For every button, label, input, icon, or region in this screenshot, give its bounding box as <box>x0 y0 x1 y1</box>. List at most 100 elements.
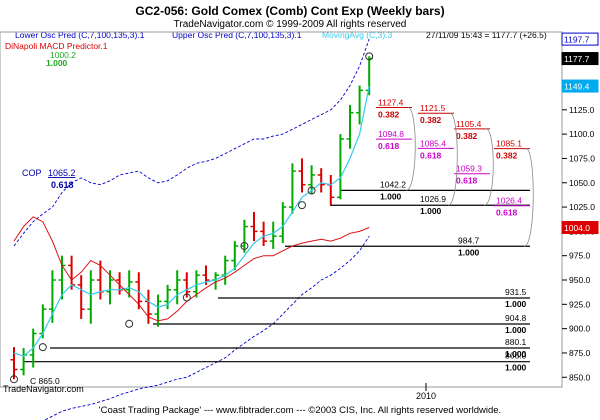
macd-predictor-line <box>13 216 370 322</box>
fib-red-price: 1127.4 <box>378 97 404 107</box>
x-axis-label: 2010 <box>416 391 436 401</box>
price-tag-last: 1177.7 <box>564 54 590 64</box>
price-tag-upper: 1197.7 <box>564 35 590 45</box>
fib-red-ratio: 0.382 <box>456 131 478 141</box>
fib-magenta-price: 1085.4 <box>420 138 446 148</box>
legend-upper-osc: Upper Osc Pred (C,7,100,135,3).1 <box>172 30 302 40</box>
price-bar <box>250 211 258 242</box>
pivot-marker <box>298 201 306 210</box>
price-bar <box>356 85 364 125</box>
chart-title: GC2-056: Gold Comex (Comb) Cont Exp (Wee… <box>135 4 444 18</box>
price-bar <box>125 270 133 298</box>
y-tick-label: 850.0 <box>569 372 591 382</box>
watermark: TradeNavigator.com <box>3 384 84 394</box>
footer-text: 'Coast Trading Package' --- www.fibtrade… <box>99 405 501 416</box>
fib-projections: 1127.4 0.382 1121.5 0.382 1105.4 0.382 1085.1 0… <box>376 97 534 247</box>
y-tick-label: 975.0 <box>569 251 591 261</box>
level-ratio: 1.000 <box>505 349 527 359</box>
fib-red-ratio: 0.382 <box>420 115 442 125</box>
price-bars <box>10 56 373 380</box>
price-tag-bg <box>561 52 599 66</box>
price-bar <box>231 241 239 271</box>
copyright-notice: TradeNavigator.com © 1999-2009 All right… <box>174 19 407 30</box>
level-price: 904.8 <box>505 313 527 323</box>
y-tick-label: 900.0 <box>569 324 591 334</box>
price-bar <box>240 219 248 253</box>
y-tick-label: 875.0 <box>569 348 591 358</box>
top-pred-ratio: 1.000 <box>46 58 68 68</box>
price-bar <box>135 272 143 310</box>
moving-avg-line <box>13 85 370 357</box>
price-tag-bg <box>561 32 599 46</box>
price-bar <box>327 174 335 206</box>
price-bar <box>183 272 191 298</box>
y-tick-label: 1100.0 <box>569 129 595 139</box>
price-bar <box>279 202 287 244</box>
price-bar <box>154 294 162 327</box>
pivot-marker <box>125 319 134 328</box>
level-price: 931.5 <box>505 287 527 297</box>
level-ratio: 1.000 <box>420 206 442 216</box>
y-tick-label: 1025.0 <box>569 202 595 212</box>
oscillator-bands <box>13 38 370 420</box>
fib-red-price: 1121.5 <box>420 103 446 113</box>
level-ratio: 1.000 <box>458 247 480 257</box>
level-ratio: 1.000 <box>505 325 527 335</box>
price-bar <box>96 260 104 300</box>
fib-red-price: 1085.1 <box>496 139 522 149</box>
price-bar <box>269 221 277 249</box>
fib-magenta-ratio: 0.618 <box>456 176 478 186</box>
fib-bracket <box>523 148 534 247</box>
fib-magenta-ratio: 0.618 <box>378 141 400 151</box>
lower-osc-band <box>43 235 370 420</box>
price-bar <box>336 134 344 200</box>
price-bar <box>77 275 85 319</box>
price-bar <box>173 270 181 305</box>
fib-bracket <box>483 128 494 206</box>
price-tag-bg <box>561 220 599 234</box>
price-bar <box>116 272 124 295</box>
fib-red-ratio: 0.382 <box>378 109 400 119</box>
price-bar <box>288 163 296 214</box>
top-pred-value: 1000.2 <box>50 50 76 60</box>
y-tick-label: 925.0 <box>569 299 591 309</box>
low-pivot-label: C 865.0 <box>30 376 60 386</box>
price-tag-ma: 1149.4 <box>564 82 590 92</box>
level-price: 1026.9 <box>420 194 446 204</box>
fib-bracket <box>405 107 416 191</box>
price-tag-bg <box>561 79 599 93</box>
pivot-marker <box>365 52 374 61</box>
price-bar <box>106 270 114 305</box>
price-tags: 1197.7 1177.7 1149.4 1004.0 <box>561 32 599 234</box>
y-tick-label: 1075.0 <box>569 153 595 163</box>
price-bar <box>221 255 229 285</box>
level-price: 984.7 <box>458 235 480 245</box>
fib-magenta-price: 1094.8 <box>378 129 404 139</box>
price-bar <box>298 158 306 193</box>
pivot-marker <box>38 343 47 352</box>
legend-moving-avg: MovingAvg (C,3).3 <box>322 30 393 40</box>
y-tick-label: 950.0 <box>569 275 591 285</box>
price-tag-macd: 1004.0 <box>564 223 590 233</box>
y-tick-label: 1125.0 <box>569 105 595 115</box>
price-bar <box>144 289 152 324</box>
level-price: 1042.2 <box>380 179 406 189</box>
pivot-marker <box>240 241 249 250</box>
price-bar <box>317 168 325 193</box>
level-lines: 1042.2 1.000 1026.9 1.000 984.7 1.000 931.5 1.0… <box>24 179 530 373</box>
indicator-lines <box>13 85 370 357</box>
price-bar <box>192 270 200 298</box>
last-bar-readout: 27/11/09 15:43 = 1177.7 (+26.5) <box>426 30 547 40</box>
fib-bracket <box>447 112 458 206</box>
pivot-marker <box>10 375 18 384</box>
cop-label: COP <box>22 168 42 178</box>
price-bar <box>365 56 373 96</box>
price-bar <box>260 221 268 246</box>
fib-magenta-ratio: 0.618 <box>420 150 442 160</box>
level-ratio: 1.000 <box>505 363 527 373</box>
pivot-marker <box>182 293 191 302</box>
fib-red-price: 1105.4 <box>456 119 482 129</box>
level-price: 880.1 <box>505 337 527 347</box>
price-bar <box>346 104 354 149</box>
